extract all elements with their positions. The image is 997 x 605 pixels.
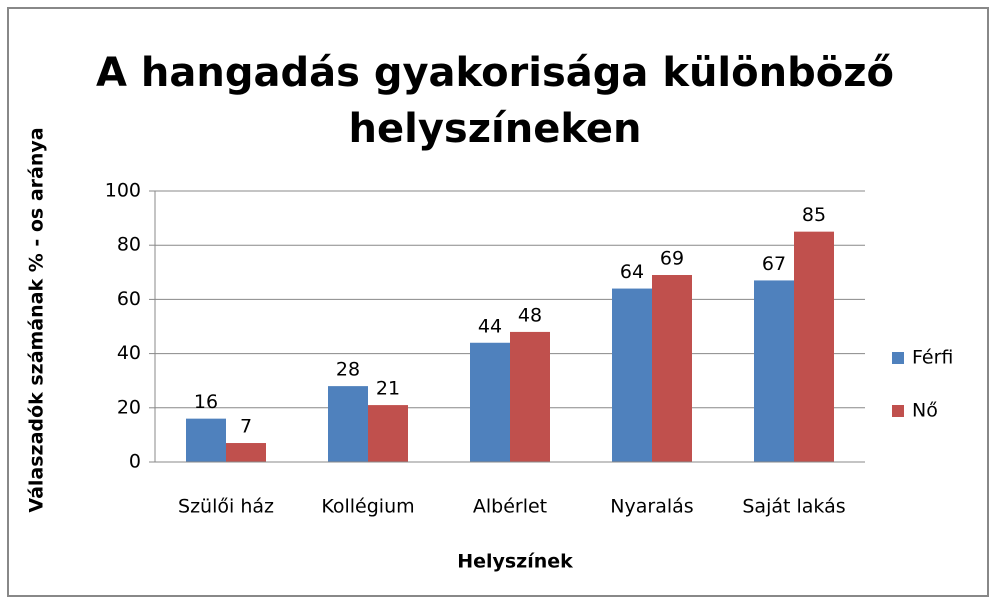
y-tick-label: 0 (129, 451, 141, 473)
y-axis-title: Válaszadók számának % - os aránya (26, 127, 48, 512)
x-tick-label: Albérlet (473, 496, 547, 518)
legend-label: Nő (912, 400, 938, 422)
x-axis-title: Helyszínek (457, 551, 573, 573)
legend-swatch (892, 405, 904, 417)
data-label: 7 (240, 416, 252, 438)
data-label: 48 (518, 304, 542, 326)
chart-title: helyszíneken (349, 106, 642, 152)
data-label: 28 (336, 359, 360, 381)
legend-swatch (892, 352, 904, 364)
y-tick-label: 60 (117, 288, 141, 310)
bar (754, 280, 794, 462)
data-label: 64 (620, 261, 644, 283)
x-tick-label: Kollégium (321, 496, 414, 518)
data-label: 44 (478, 315, 502, 337)
legend-label: Férfi (912, 347, 953, 369)
data-label: 67 (762, 253, 786, 275)
bar (470, 342, 510, 462)
data-label: 16 (194, 391, 218, 413)
y-tick-label: 40 (117, 342, 141, 364)
x-tick-label: Nyaralás (610, 496, 693, 518)
bar (510, 331, 550, 462)
y-tick-label: 100 (105, 180, 141, 202)
y-tick-label: 80 (117, 234, 141, 256)
bar (368, 405, 408, 462)
data-label: 21 (376, 378, 400, 400)
bar (226, 443, 266, 462)
chart-title: A hangadás gyakorisága különböző (96, 50, 894, 96)
y-tick-label: 20 (117, 396, 141, 418)
bar (612, 288, 652, 462)
x-tick-label: Szülői ház (178, 496, 274, 518)
bar (328, 386, 368, 462)
data-label: 85 (802, 204, 826, 226)
bar (794, 231, 834, 462)
data-label: 69 (660, 248, 684, 270)
bar (652, 275, 692, 462)
bar (186, 418, 226, 462)
x-tick-label: Saját lakás (742, 496, 845, 518)
